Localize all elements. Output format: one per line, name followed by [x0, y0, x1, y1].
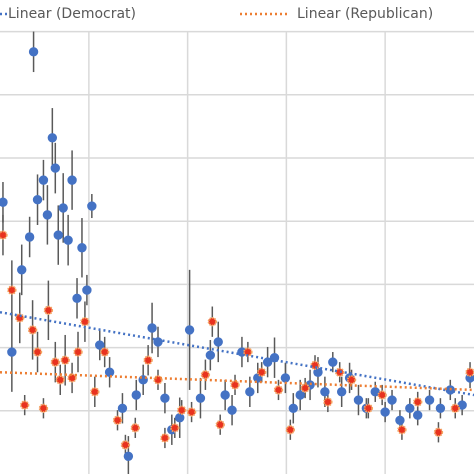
- point: [47, 133, 58, 143]
- point: [320, 387, 330, 397]
- point: [95, 340, 105, 350]
- point: [335, 367, 345, 377]
- point: [413, 397, 423, 407]
- point: [200, 370, 211, 380]
- point: [380, 407, 390, 417]
- point: [220, 390, 230, 400]
- point: [328, 357, 338, 367]
- point: [215, 420, 225, 430]
- point: [256, 367, 267, 377]
- point: [300, 383, 310, 393]
- point: [87, 201, 97, 211]
- point: [175, 413, 185, 423]
- point: [32, 195, 43, 205]
- point: [130, 423, 140, 433]
- point: [435, 403, 446, 413]
- point: [50, 357, 60, 367]
- point: [377, 390, 387, 400]
- point: [72, 293, 82, 304]
- point: [32, 347, 43, 357]
- point: [433, 427, 444, 437]
- point: [82, 285, 92, 295]
- point: [186, 407, 197, 417]
- point: [353, 395, 364, 405]
- point: [273, 385, 284, 395]
- point: [50, 163, 60, 173]
- point: [77, 243, 87, 253]
- point: [346, 375, 357, 385]
- point: [0, 197, 8, 207]
- point: [117, 403, 128, 413]
- point: [363, 403, 374, 413]
- point: [90, 387, 100, 397]
- point: [153, 337, 163, 347]
- point: [0, 230, 8, 240]
- legend-label: Linear (Democrat): [8, 6, 136, 22]
- point: [176, 405, 187, 415]
- point: [19, 400, 30, 410]
- point: [160, 433, 170, 443]
- point: [195, 393, 206, 403]
- point: [370, 387, 380, 397]
- point: [285, 425, 296, 435]
- point: [170, 423, 180, 433]
- legend-label: Linear (Republican): [297, 6, 433, 22]
- point: [280, 373, 291, 383]
- trend-line: [0, 310, 474, 397]
- point: [310, 360, 320, 370]
- point: [143, 355, 153, 365]
- point: [424, 395, 435, 405]
- point: [38, 403, 49, 413]
- point: [207, 316, 218, 327]
- point: [15, 313, 25, 323]
- point: [28, 47, 39, 57]
- point: [80, 316, 90, 327]
- point: [395, 415, 405, 425]
- point: [227, 405, 237, 415]
- point: [160, 393, 170, 403]
- point: [387, 395, 397, 405]
- point: [397, 425, 407, 435]
- point: [7, 285, 17, 295]
- point: [67, 175, 77, 185]
- point: [112, 415, 123, 425]
- point: [17, 265, 27, 275]
- point: [245, 387, 255, 397]
- point: [213, 337, 223, 347]
- point: [53, 230, 63, 240]
- point: [295, 390, 305, 400]
- point: [450, 403, 460, 413]
- point: [288, 403, 298, 413]
- point: [42, 210, 53, 220]
- point: [405, 403, 415, 413]
- point: [7, 347, 17, 357]
- point: [336, 387, 347, 397]
- point: [99, 347, 110, 357]
- point: [465, 367, 474, 377]
- point: [38, 175, 49, 185]
- point: [43, 305, 54, 316]
- point: [413, 410, 423, 420]
- point: [58, 203, 68, 213]
- point: [55, 375, 65, 385]
- point: [123, 451, 134, 462]
- point: [73, 347, 83, 357]
- point: [184, 325, 195, 335]
- point: [147, 323, 157, 333]
- trend-line: [0, 370, 474, 392]
- point: [67, 373, 77, 383]
- point: [63, 235, 73, 245]
- point: [205, 350, 216, 360]
- point: [323, 397, 333, 407]
- point: [104, 367, 115, 377]
- point: [27, 325, 38, 335]
- point: [131, 390, 141, 400]
- point: [60, 355, 70, 365]
- point: [24, 232, 35, 242]
- point: [120, 440, 131, 450]
- point: [230, 380, 240, 390]
